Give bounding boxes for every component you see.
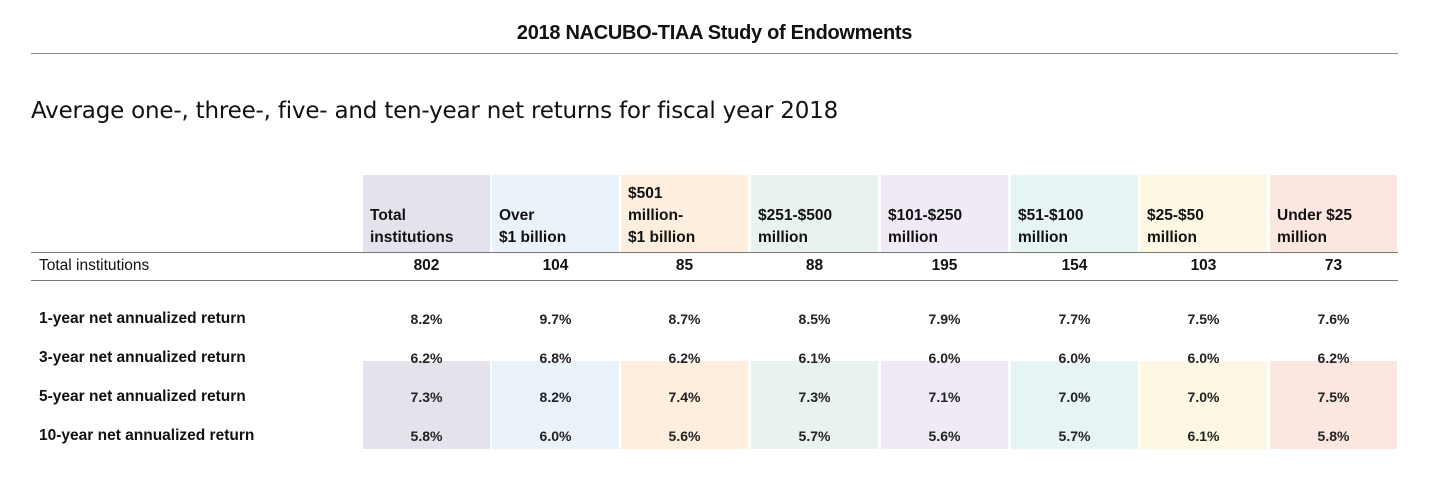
row-label: 10-year net annualized return [39,427,255,444]
column-band-gap [1140,281,1267,293]
table-cell: 6.2% [668,350,701,366]
column-band-gap [621,281,748,293]
table-cell: 6.2% [410,350,443,366]
column-header-line: $1 billion [628,229,696,246]
column-header-line: $251-$500 [758,207,833,224]
table-cell: 8.7% [668,311,701,327]
column-band-gap [621,253,748,361]
column-band-gap [1140,253,1267,361]
count-cell: 154 [1061,257,1088,274]
table-cell: 7.3% [410,389,443,405]
column-band-gap [751,281,878,293]
count-cell: 104 [542,257,569,274]
table-cell: 7.5% [1317,389,1350,405]
table-cell: 7.1% [928,389,961,405]
table-cell: 6.0% [928,350,961,366]
column-band-7 [1140,175,1267,449]
column-header-line: institutions [370,229,454,246]
column-band-gap [751,253,878,361]
column-header-line: Total [370,207,406,224]
column-band-5 [881,175,1008,449]
table-cell: 6.0% [1187,350,1220,366]
column-band-4 [751,175,878,449]
table-cell: 6.1% [798,350,831,366]
column-band-gap [1011,281,1138,293]
column-band-gap [1270,281,1397,293]
table-cell: 5.6% [928,428,961,444]
column-header-line: $101-$250 [888,207,963,224]
table-cell: 7.3% [798,389,831,405]
table-cell: 5.6% [668,428,701,444]
table-cell: 6.1% [1187,428,1220,444]
column-band-gap [881,253,1008,361]
table-cell: 6.0% [539,428,572,444]
column-header-line: $25-$50 [1147,207,1204,224]
row-label: 1-year net annualized return [39,310,246,327]
title-divider [31,53,1398,54]
column-header-line: $1 billion [499,229,567,246]
column-band-3 [621,175,748,449]
column-band-1 [363,175,490,449]
column-header-8: Under $25 million [1270,175,1390,249]
table-cell: 7.0% [1187,389,1220,405]
table-cell: 8.2% [410,311,443,327]
table-cell: 5.7% [1058,428,1091,444]
column-header-7: $25-$50 million [1140,175,1260,249]
count-cell: 88 [805,257,824,274]
row-label: 5-year net annualized return [39,388,246,405]
table-cell: 9.7% [539,311,572,327]
column-header-line: million [1018,229,1068,246]
table-cell: 8.5% [798,311,831,327]
column-header-line: $501 [628,185,663,202]
chart-subtitle: Average one-, three-, five- and ten-year… [31,98,839,124]
table-cell: 6.8% [539,350,572,366]
column-header-line: million [888,229,938,246]
count-row-label: Total institutions [39,257,150,274]
column-header-line: million [1147,229,1197,246]
header-rule-line [31,252,1398,253]
table-cell: 6.0% [1058,350,1091,366]
table-cell: 7.7% [1058,311,1091,327]
column-band-gap [1011,253,1138,361]
column-band-gap [1270,253,1397,361]
column-band-gap [492,281,619,293]
column-header-2: Over $1 billion [492,175,612,249]
column-band-gap [492,253,619,361]
column-header-line: Over [499,207,535,224]
column-band-6 [1011,175,1138,449]
table-cell: 5.8% [410,428,443,444]
count-cell: 802 [413,257,440,274]
column-header-line: million [758,229,808,246]
column-header-6: $51-$100 million [1011,175,1131,249]
page-title: 2018 NACUBO-TIAA Study of Endowments [516,22,913,44]
count-rule-line [31,280,1398,281]
table-cell: 7.9% [928,311,961,327]
column-band-gap [363,253,490,361]
column-header-1: Total institutions [363,175,483,249]
table-cell: 7.0% [1058,389,1091,405]
column-header-5: $101-$250 million [881,175,1001,249]
column-header-line: million- [628,207,684,224]
table-cell: 6.2% [1317,350,1350,366]
column-header-line: $51-$100 [1018,207,1084,224]
count-cell: 195 [931,257,958,274]
column-header-3: $501 million- $1 billion [621,175,741,249]
column-header-4: $251-$500 million [751,175,871,249]
column-band-gap [881,281,1008,293]
table-cell: 8.2% [539,389,572,405]
table-cell: 5.8% [1317,428,1350,444]
column-band-8 [1270,175,1397,449]
row-label: 3-year net annualized return [39,349,246,366]
count-cell: 103 [1190,257,1217,274]
count-cell: 73 [1324,257,1343,274]
table-cell: 7.5% [1187,311,1220,327]
column-header-line: million [1277,229,1327,246]
column-band-2 [492,175,619,449]
count-cell: 85 [675,257,694,274]
column-band-gap [363,281,490,293]
table-cell: 5.7% [798,428,831,444]
table-cell: 7.6% [1317,311,1350,327]
table-cell: 7.4% [668,389,701,405]
column-header-line: Under $25 [1277,207,1352,224]
